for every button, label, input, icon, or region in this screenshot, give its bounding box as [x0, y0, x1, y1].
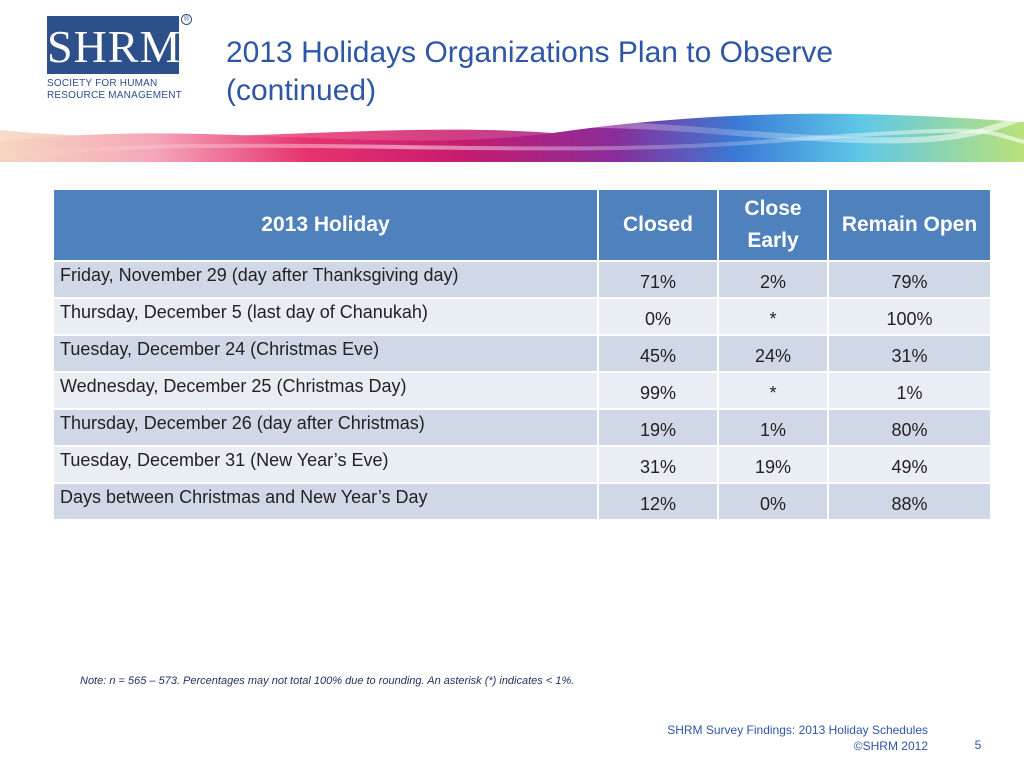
- holiday-cell: Wednesday, December 25 (Christmas Day): [52, 371, 599, 410]
- slide-title-line2: (continued): [226, 74, 377, 107]
- footer-copyright: ©SHRM 2012: [853, 739, 928, 753]
- remain-open-cell: 1%: [827, 371, 992, 410]
- banner-swoosh: [0, 113, 1024, 162]
- header-close-early: Close Early: [717, 188, 829, 262]
- page-number: 5: [974, 738, 982, 752]
- footer: SHRM Survey Findings: 2013 Holiday Sched…: [560, 722, 928, 754]
- holiday-cell: Friday, November 29 (day after Thanksgiv…: [52, 260, 599, 299]
- close-early-cell: 1%: [717, 408, 829, 447]
- remain-open-cell: 31%: [827, 334, 992, 373]
- remain-open-cell: 88%: [827, 482, 992, 521]
- holiday-cell: Thursday, December 5 (last day of Chanuk…: [52, 297, 599, 336]
- table-note: Note: n = 565 – 573. Percentages may not…: [80, 675, 575, 687]
- table-row: Thursday, December 5 (last day of Chanuk…: [52, 297, 992, 336]
- slide-title-line1: 2013 Holidays Organizations Plan to Obse…: [226, 36, 834, 69]
- logo-mark: SHRM: [47, 21, 182, 72]
- footer-source: SHRM Survey Findings: 2013 Holiday Sched…: [667, 723, 928, 737]
- header-remain-open: Remain Open: [827, 188, 992, 262]
- closed-cell: 0%: [597, 297, 719, 336]
- holiday-table: 2013 Holiday Closed Close Early Remain O…: [52, 188, 992, 521]
- table-row: Tuesday, December 31 (New Year’s Eve) 31…: [52, 445, 992, 484]
- logo-subtitle-line1: SOCIETY FOR HUMAN: [47, 78, 158, 89]
- closed-cell: 99%: [597, 371, 719, 410]
- table-row: Days between Christmas and New Year’s Da…: [52, 482, 992, 521]
- closed-cell: 45%: [597, 334, 719, 373]
- logo-mark-box: SHRM: [47, 16, 182, 74]
- slide-title: 2013 Holidays Organizations Plan to Obse…: [226, 34, 986, 110]
- header-closed: Closed: [597, 188, 719, 262]
- close-early-cell: 2%: [717, 260, 829, 299]
- closed-cell: 19%: [597, 408, 719, 447]
- closed-cell: 71%: [597, 260, 719, 299]
- holiday-cell: Tuesday, December 31 (New Year’s Eve): [52, 445, 599, 484]
- table-row: Wednesday, December 25 (Christmas Day) 9…: [52, 371, 992, 410]
- table-row: Tuesday, December 24 (Christmas Eve) 45%…: [52, 334, 992, 373]
- close-early-cell: 24%: [717, 334, 829, 373]
- close-early-cell: 0%: [717, 482, 829, 521]
- logo-subtitle: SOCIETY FOR HUMAN RESOURCE MANAGEMENT: [47, 78, 187, 102]
- table-header-row: 2013 Holiday Closed Close Early Remain O…: [52, 188, 992, 262]
- holiday-cell: Tuesday, December 24 (Christmas Eve): [52, 334, 599, 373]
- remain-open-cell: 80%: [827, 408, 992, 447]
- registered-mark: ®: [181, 14, 192, 25]
- remain-open-cell: 49%: [827, 445, 992, 484]
- holiday-cell: Days between Christmas and New Year’s Da…: [52, 482, 599, 521]
- decorative-banner: [0, 112, 1024, 162]
- logo-subtitle-line2: RESOURCE MANAGEMENT: [47, 90, 182, 101]
- closed-cell: 31%: [597, 445, 719, 484]
- holiday-cell: Thursday, December 26 (day after Christm…: [52, 408, 599, 447]
- table-row: Thursday, December 26 (day after Christm…: [52, 408, 992, 447]
- close-early-cell: 19%: [717, 445, 829, 484]
- closed-cell: 12%: [597, 482, 719, 521]
- header-holiday: 2013 Holiday: [52, 188, 599, 262]
- remain-open-cell: 79%: [827, 260, 992, 299]
- remain-open-cell: 100%: [827, 297, 992, 336]
- close-early-cell: *: [717, 371, 829, 410]
- table-row: Friday, November 29 (day after Thanksgiv…: [52, 260, 992, 299]
- close-early-cell: *: [717, 297, 829, 336]
- shrm-logo: SHRM ® SOCIETY FOR HUMAN RESOURCE MANAGE…: [45, 14, 192, 102]
